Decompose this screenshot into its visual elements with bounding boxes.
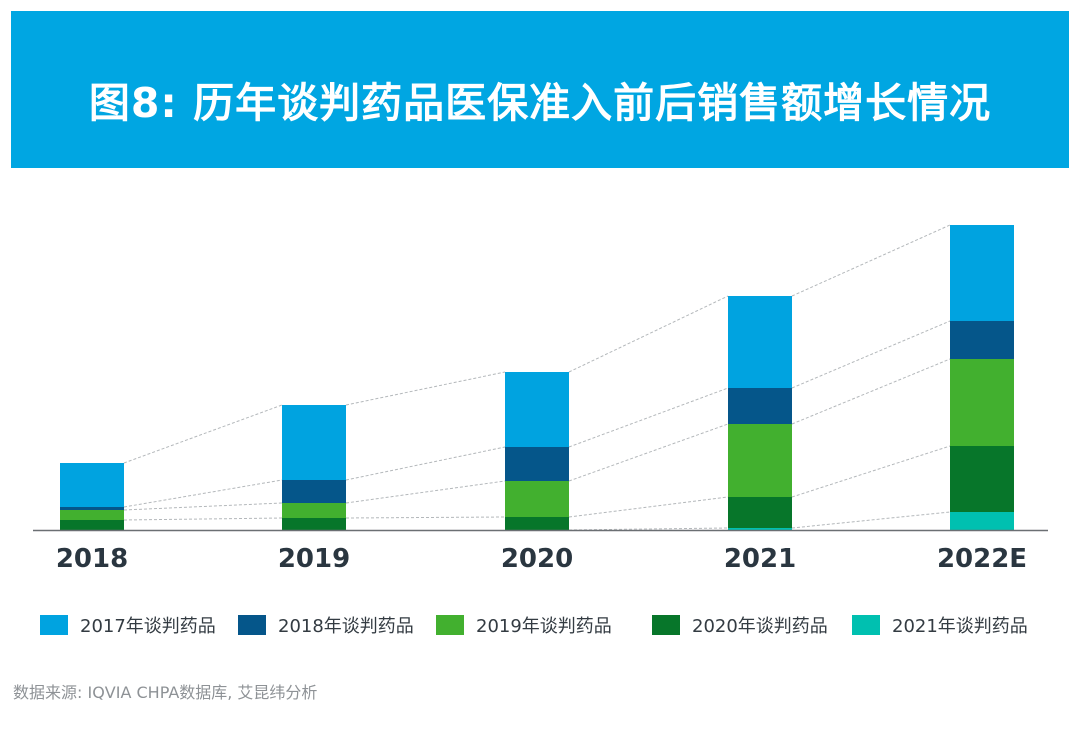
connector-line — [345, 480, 506, 504]
bar-segment-2021-2021 — [728, 528, 792, 530]
bar-segment-2018-2018 — [60, 507, 124, 510]
bar-segment-2022E-2019 — [950, 359, 1014, 446]
legend-label-2020: 2020年谈判药品 — [692, 616, 828, 637]
legend-label-2019: 2019年谈判药品 — [476, 616, 612, 637]
bar-segment-2020-2020 — [505, 517, 569, 530]
connector-line — [568, 496, 729, 518]
connector-line — [568, 423, 729, 482]
stacked-bar-chart: 2018 2019 2020 2021 2022E — [33, 224, 1048, 574]
bar-segment-2022E-2018 — [950, 321, 1014, 359]
connector-line — [123, 517, 283, 521]
bar-segment-2020-2017 — [505, 372, 569, 447]
legend-swatch-2019 — [436, 615, 464, 635]
bar-segment-2018-2019 — [60, 510, 124, 520]
connector-line — [791, 320, 951, 389]
bar-segment-2022E-2021 — [950, 512, 1014, 530]
legend-swatch-2018 — [238, 615, 266, 635]
legend-item-2017: 2017年谈判药品 — [40, 612, 216, 638]
connector-line — [123, 502, 283, 511]
connector-line — [123, 479, 283, 508]
legend-swatch-2020 — [652, 615, 680, 635]
chart-title: 图8: 历年谈判药品医保准入前后销售额增长情况 — [88, 79, 992, 127]
legend-label-2017: 2017年谈判药品 — [80, 616, 216, 637]
x-tick-label: 2020 — [501, 544, 573, 574]
connector-line — [568, 527, 729, 531]
legend-label-2018: 2018年谈判药品 — [278, 616, 414, 637]
bar-segment-2020-2019 — [505, 481, 569, 517]
connector-line — [791, 224, 951, 297]
bar-segment-2019-2018 — [282, 480, 346, 503]
legend-swatch-2021 — [852, 615, 880, 635]
bar-segment-2021-2019 — [728, 424, 792, 497]
legend-item-2021: 2021年谈判药品 — [852, 612, 1028, 638]
legend-label-2021: 2021年谈判药品 — [892, 616, 1028, 637]
legend-item-2018: 2018年谈判药品 — [238, 612, 414, 638]
legend-item-2020: 2020年谈判药品 — [652, 612, 828, 638]
bar-segment-2021-2017 — [728, 296, 792, 388]
bar-segment-2021-2018 — [728, 388, 792, 424]
x-tick-label: 2018 — [56, 544, 128, 574]
legend-item-2019: 2019年谈判药品 — [436, 612, 612, 638]
bar-segment-2018-2020 — [60, 520, 124, 530]
connector-line — [568, 295, 729, 373]
bar-segment-2019-2020 — [282, 518, 346, 530]
bar-segment-2021-2020 — [728, 497, 792, 528]
connector-line — [791, 445, 951, 498]
x-tick-label: 2021 — [724, 544, 796, 574]
x-tick-label: 2019 — [278, 544, 350, 574]
connector-line — [568, 387, 729, 448]
connector-line — [791, 511, 951, 529]
connector-line — [345, 371, 506, 406]
x-tick-label: 2022E — [937, 544, 1027, 574]
legend-swatch-2017 — [40, 615, 68, 635]
bar-segment-2019-2017 — [282, 405, 346, 480]
connector-line — [123, 404, 283, 464]
bar-segment-2018-2017 — [60, 463, 124, 507]
connector-line — [345, 516, 506, 519]
bar-segment-2022E-2017 — [950, 225, 1014, 321]
legend: 2017年谈判药品 2018年谈判药品 2019年谈判药品 2020年谈判药品 … — [0, 612, 1080, 640]
connector-line — [345, 446, 506, 481]
bar-segment-2019-2019 — [282, 503, 346, 518]
title-banner: 图8: 历年谈判药品医保准入前后销售额增长情况 — [11, 11, 1069, 168]
connector-line — [791, 358, 951, 425]
source-note: 数据来源: IQVIA CHPA数据库, 艾昆纬分析 — [13, 683, 318, 702]
bar-segment-2020-2018 — [505, 447, 569, 481]
bar-segment-2022E-2020 — [950, 446, 1014, 512]
